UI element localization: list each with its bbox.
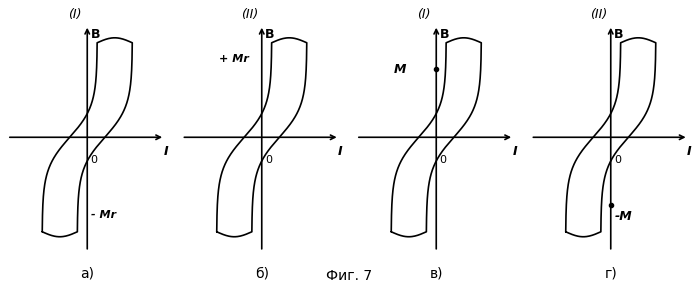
Text: (II): (II): [241, 8, 258, 21]
Text: I: I: [512, 145, 517, 158]
Text: B: B: [265, 28, 275, 41]
Text: в): в): [429, 267, 443, 281]
Text: B: B: [440, 28, 450, 41]
Text: + Mr: + Mr: [219, 54, 249, 64]
Text: 0: 0: [90, 155, 97, 165]
Text: B: B: [614, 28, 624, 41]
Text: B: B: [91, 28, 101, 41]
Text: Фиг. 7: Фиг. 7: [326, 269, 372, 283]
Text: (I): (I): [417, 8, 431, 21]
Text: а): а): [80, 267, 94, 281]
Text: I: I: [338, 145, 343, 158]
Text: 0: 0: [614, 155, 621, 165]
Text: б): б): [255, 267, 269, 281]
Text: I: I: [687, 145, 692, 158]
Text: г): г): [604, 267, 617, 281]
Text: - Mr: - Mr: [91, 210, 117, 220]
Text: (I): (I): [68, 8, 82, 21]
Text: 0: 0: [439, 155, 446, 165]
Text: I: I: [163, 145, 168, 158]
Text: (II): (II): [590, 8, 607, 21]
Text: 0: 0: [265, 155, 272, 165]
Text: M: M: [394, 63, 406, 76]
Text: -M: -M: [615, 210, 632, 223]
